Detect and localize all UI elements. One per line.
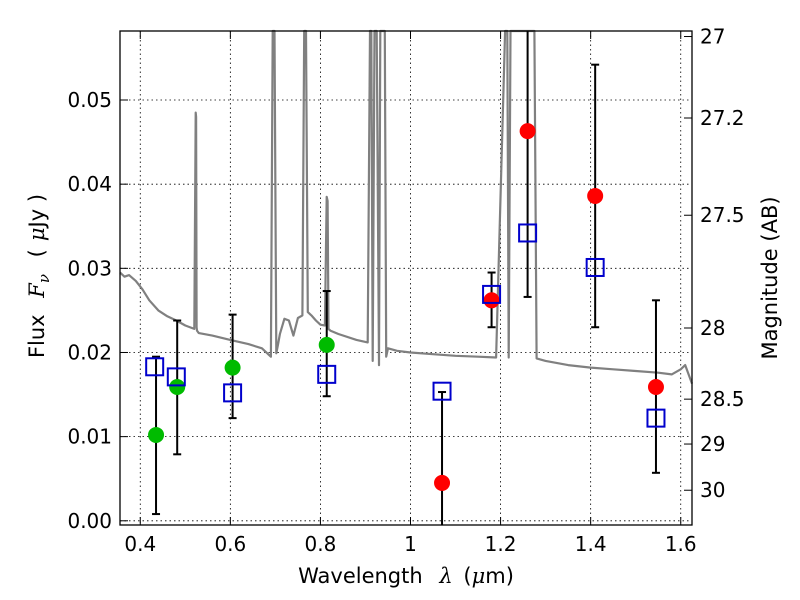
- marker-layer: [145, 123, 666, 491]
- model-point-square: [585, 257, 605, 277]
- y2-tick-label: 28: [700, 316, 725, 340]
- errorbar: [438, 391, 447, 525]
- spectrum-line: [119, 29, 694, 384]
- data-point-red: [434, 474, 451, 491]
- errorbar: [523, 31, 532, 298]
- data-point-red: [647, 378, 664, 395]
- y-axis-title: Flux Fν (μJy ): [25, 194, 54, 358]
- x-axis-title: Wavelength λ (μm): [298, 564, 514, 588]
- y2-tick-label: 27: [700, 25, 725, 49]
- errorbar-layer: [152, 31, 660, 525]
- y-tick-label: 0.02: [67, 340, 112, 364]
- data-point-green: [318, 336, 335, 353]
- y2-tick-label: 28.5: [700, 387, 745, 411]
- data-point-green: [148, 426, 165, 443]
- y2-tick-label: 30: [700, 478, 725, 502]
- data-point-red: [519, 123, 536, 140]
- x-tick-label: 0.8: [305, 532, 337, 556]
- x-tick-label: 0.4: [124, 532, 156, 556]
- spectrum-layer: [119, 29, 694, 384]
- y2-tick-label: 27.2: [700, 106, 745, 130]
- y2-tick-label: 27.5: [700, 203, 745, 227]
- y-tick-label: 0.05: [67, 88, 112, 112]
- model-point-square: [145, 357, 165, 377]
- x-tick-label: 1.2: [485, 532, 517, 556]
- y2-axis-title: Magnitude (AB): [758, 196, 782, 359]
- plot-frame: [119, 30, 693, 526]
- y2-tick-label: 29: [700, 432, 725, 456]
- model-point-square: [317, 364, 337, 384]
- model-point-square: [518, 223, 538, 243]
- model-point-square: [482, 284, 502, 304]
- data-point-red: [483, 292, 500, 309]
- grid: [120, 31, 692, 525]
- model-point-square: [166, 367, 186, 387]
- x-tick-label: 0.6: [214, 532, 246, 556]
- model-point-square: [646, 408, 666, 428]
- y-tick-label: 0.01: [67, 425, 112, 449]
- y-tick-label: 0.00: [67, 509, 112, 533]
- x-tick-label: 1.4: [575, 532, 607, 556]
- ticks: 0.4 0.6 0.8 1 1.2 1.4 1.6 0.00 0.01 0.02 0.03 0.04 0…: [67, 25, 744, 556]
- data-point-green: [224, 359, 241, 376]
- y-tick-label: 0.04: [67, 172, 112, 196]
- y-tick-label: 0.03: [67, 256, 112, 280]
- x-tick-label: 1.6: [665, 532, 697, 556]
- x-tick-label: 1: [404, 532, 417, 556]
- model-point-square: [432, 381, 452, 401]
- model-point-square: [223, 383, 243, 403]
- data-point-red: [587, 187, 604, 204]
- data-point-green: [169, 378, 186, 395]
